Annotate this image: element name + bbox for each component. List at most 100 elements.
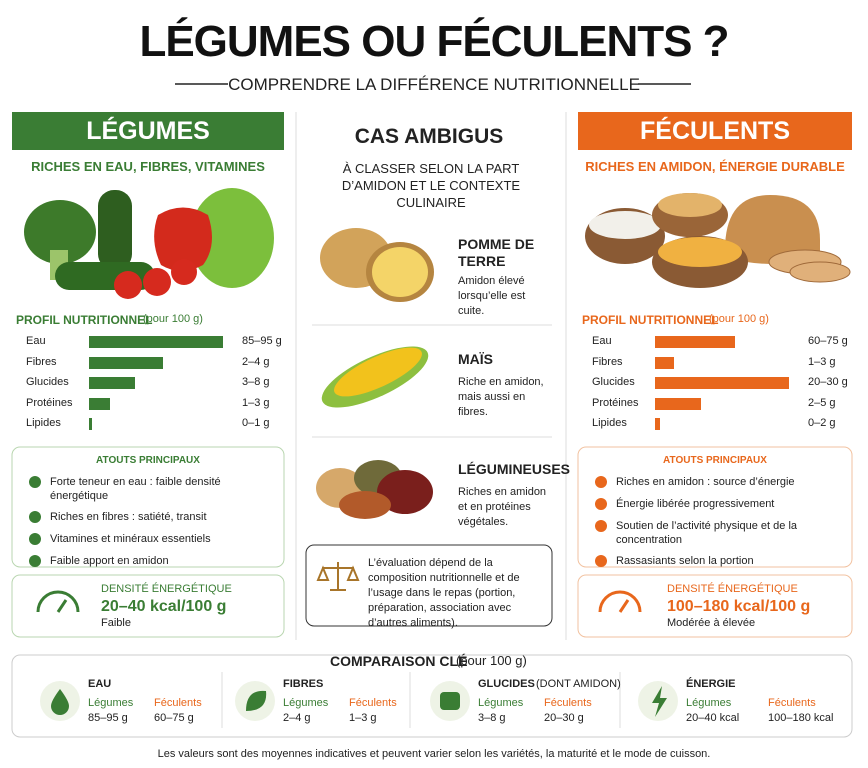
case-name: MAÏS [458, 351, 493, 367]
row-label: Protéines [592, 396, 639, 409]
row-range: 1–3 g [242, 396, 270, 409]
comparison-name: EAU [88, 678, 112, 690]
atout-item: Forte teneur en eau : faible densité éne… [50, 476, 221, 502]
atouts-title: ATOUTS PRINCIPAUX [96, 455, 200, 466]
check-icon [29, 533, 41, 545]
row-label: Protéines [26, 396, 73, 409]
starches-illustration [585, 193, 851, 288]
legumes-label: Légumes [283, 697, 329, 709]
subtitle: COMPRENDRE LA DIFFÉRENCE NUTRITIONNELLE [228, 75, 640, 94]
density-title: DENSITÉ ÉNERGÉTIQUE [667, 583, 798, 595]
column-header: LÉGUMES [12, 112, 284, 150]
check-icon [595, 520, 607, 532]
vegetables-illustration [24, 188, 274, 299]
comparison-name: GLUCIDES [478, 678, 535, 690]
bar [89, 356, 163, 369]
row-range: 2–5 g [808, 396, 836, 409]
row-label: Glucides [26, 376, 69, 388]
legumes-label: Légumes [686, 697, 732, 709]
feculents-value: 20–30 g [544, 712, 584, 724]
density-note: Modérée à élevée [667, 617, 756, 629]
row-range: 85–95 g [242, 335, 282, 347]
atout-item: Riches en fibres : satiété, transit [50, 511, 207, 523]
atouts-title: ATOUTS PRINCIPAUX [663, 455, 767, 466]
density-value: 20–40 kcal/100 g [101, 598, 227, 615]
feculents-value: 60–75 g [154, 712, 194, 724]
atout-item: Énergie libérée progressivement [616, 498, 775, 510]
comparison-qualifier: (DONT AMIDON) [536, 678, 621, 690]
comparison-name: ÉNERGIE [686, 678, 736, 690]
row-range: 3–8 g [242, 376, 270, 388]
comparison-icons [40, 681, 678, 721]
feculents-label: Féculents [154, 697, 202, 709]
row-label: Fibres [592, 355, 623, 368]
comparison-name: FIBRES [283, 678, 324, 690]
row-range: 60–75 g [808, 335, 848, 347]
legumes-label: Légumes [88, 697, 134, 709]
density-value: 100–180 kcal/100 g [667, 598, 811, 615]
row-label: Lipides [592, 417, 627, 429]
bar [655, 418, 661, 430]
row-label: Lipides [26, 417, 61, 429]
row-range: 20–30 g [808, 376, 848, 388]
density-title: DENSITÉ ÉNERGÉTIQUE [101, 583, 232, 595]
bar [655, 377, 789, 389]
row-range: 2–4 g [242, 355, 270, 368]
row-range: 1–3 g [808, 355, 836, 368]
check-icon [595, 498, 607, 510]
ambigus-title: CAS AMBIGUS [354, 125, 504, 148]
bar [655, 356, 674, 369]
bar [655, 336, 736, 348]
case-text: Amidon élevé lorsqu’elle est cuite. [458, 275, 526, 317]
row-range: 0–2 g [808, 417, 836, 429]
check-icon [595, 476, 607, 488]
atout-item: Riches en amidon : source d’énergie [616, 476, 795, 488]
check-icon [29, 555, 41, 567]
bar [655, 397, 701, 410]
bar [89, 336, 223, 348]
legumes-value: 85–95 g [88, 712, 128, 724]
atout-item: Vitamines et minéraux essentiels [50, 533, 211, 545]
ambigus-intro: À CLASSER SELON LA PART D’AMIDON ET LE C… [341, 161, 521, 210]
ambiguous-illustrations [316, 228, 434, 519]
feculents-value: 1–3 g [349, 712, 377, 724]
legumes-value: 2–4 g [283, 712, 311, 724]
tagline: RICHES EN AMIDON, ÉNERGIE DURABLE [585, 159, 845, 174]
atout-item: Rassasiants selon la portion [616, 555, 754, 567]
legumes-value: 3–8 g [478, 712, 506, 724]
comparison-title: COMPARAISON CLÉ [330, 653, 468, 669]
bar [89, 397, 111, 410]
title: LÉGUMES OU FÉCULENTS ? [139, 17, 729, 66]
check-icon [29, 511, 41, 523]
profile-unit: (pour 100 g) [709, 313, 769, 325]
case-name: LÉGUMINEUSES [458, 461, 571, 477]
case-name: POMME DE TERRE [458, 236, 535, 269]
column-header: FÉCULENTS [578, 112, 852, 150]
footer: Les valeurs sont des moyennes indicative… [157, 748, 711, 760]
density-note: Faible [101, 617, 131, 629]
check-icon [595, 555, 607, 567]
case-text: Riches en amidon et en protéines végétal… [458, 486, 547, 528]
case-text: Riche en amidon, mais aussi en fibres. [458, 376, 544, 418]
comparison-unit: (pour 100 g) [456, 653, 527, 668]
profile-title: PROFIL NUTRITIONNEL [16, 313, 153, 327]
tagline: RICHES EN EAU, FIBRES, VITAMINES [31, 159, 265, 174]
row-label: Fibres [26, 355, 57, 368]
feculents-value: 100–180 kcal [768, 712, 834, 724]
check-icon [29, 476, 41, 488]
row-label: Eau [26, 335, 46, 347]
bar [89, 418, 92, 430]
row-label: Eau [592, 335, 612, 347]
atout-item: Soutien de l’activité physique et de la … [616, 520, 798, 546]
feculents-label: Féculents [768, 697, 816, 709]
row-label: Glucides [592, 376, 635, 388]
legumes-value: 20–40 kcal [686, 712, 740, 724]
atout-item: Faible apport en amidon [50, 555, 169, 567]
bar [89, 377, 135, 389]
profile-title: PROFIL NUTRITIONNEL [582, 313, 719, 327]
feculents-label: Féculents [544, 697, 592, 709]
ambigus-note: L’évaluation dépend de la composition nu… [368, 557, 520, 629]
legumes-label: Légumes [478, 697, 524, 709]
